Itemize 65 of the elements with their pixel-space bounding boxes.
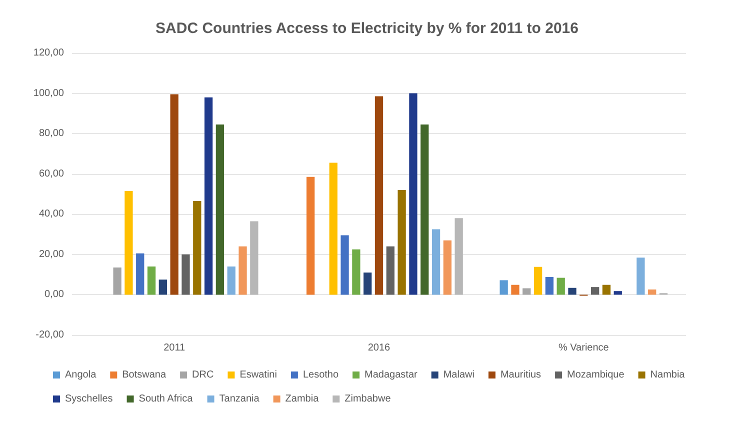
bar [591, 287, 600, 295]
bar [420, 124, 429, 295]
bar [238, 246, 247, 295]
bar [329, 162, 338, 295]
bar [432, 229, 440, 295]
legend-label: Syschelles [65, 394, 113, 404]
bar [147, 266, 156, 295]
y-tick-label: 40,00 [38, 208, 64, 220]
legend-label: Angola [65, 370, 97, 380]
bar [443, 240, 452, 295]
bar [602, 284, 611, 295]
bar [170, 94, 178, 295]
bar [614, 291, 622, 295]
bar [568, 288, 576, 295]
bar [136, 253, 144, 295]
x-tick-label: % Varience [558, 342, 610, 354]
bar [648, 289, 656, 295]
bar [511, 284, 520, 295]
legend-label: Mozambique [567, 370, 625, 380]
bar [250, 221, 258, 295]
bar [193, 201, 202, 295]
bar [545, 276, 554, 295]
bar [364, 272, 372, 295]
bar [306, 176, 315, 295]
legend-label: Tanzania [219, 394, 260, 404]
legend-label: Nambia [650, 370, 686, 380]
y-tick-label: 120,00 [33, 48, 64, 58]
bar [556, 278, 565, 295]
legend-label: Zambia [285, 394, 320, 404]
bar [216, 124, 224, 295]
bar [113, 268, 122, 295]
legend-label: Malawi [443, 370, 474, 380]
legend-label: Madagastar [364, 370, 418, 380]
bar [386, 246, 394, 295]
legend-label: DRC [192, 370, 214, 380]
bar [636, 258, 645, 295]
bar [204, 97, 213, 295]
bar [352, 249, 360, 295]
bar [522, 288, 531, 295]
y-tick-label: 0,00 [44, 289, 64, 300]
bar [340, 235, 349, 295]
bar [124, 190, 133, 295]
legend-label: Zimbabwe [344, 394, 392, 404]
legend-label: Mauritius [500, 370, 542, 380]
bar [454, 218, 463, 295]
y-tick-label: 100,00 [33, 88, 64, 99]
bar [227, 266, 236, 295]
bar [182, 254, 190, 295]
bar [409, 93, 418, 295]
y-tick-label: 60,00 [38, 168, 64, 180]
y-tick-label: 20,00 [38, 248, 64, 260]
legend-label: Eswatini [240, 370, 277, 380]
legend-label: Lesotho [302, 370, 339, 380]
bar [158, 280, 167, 295]
x-tick-label: 2011 [164, 342, 186, 354]
legend-label: South Africa [138, 394, 194, 404]
x-tick-label: 2016 [368, 342, 391, 354]
legend-label: Botswana [122, 370, 166, 380]
y-tick-label: -20,00 [36, 330, 64, 340]
bar [500, 280, 508, 295]
bar [398, 190, 406, 295]
bar [374, 96, 384, 295]
bar [534, 266, 542, 295]
y-tick-label: 80,00 [38, 128, 64, 140]
chart-title: SADC Countries Access to Electricity by % for 2011 to 2016 [156, 20, 578, 37]
